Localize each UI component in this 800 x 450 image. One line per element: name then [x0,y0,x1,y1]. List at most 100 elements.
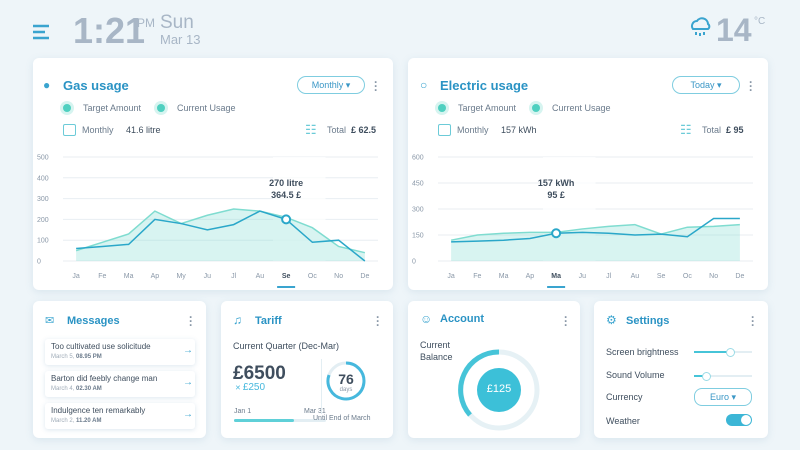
electric-card: Electric usage ○ Today ▾ · · · Target Amount… [408,58,768,290]
time: 1:21 [73,10,146,51]
menu-dots[interactable]: · · · [376,310,380,332]
tooltip-text: 364.5 £ [271,190,302,200]
total-label: Total [327,125,347,135]
total-icon: ☷ [305,122,317,137]
dropdown-label: Monthly [311,80,344,90]
y-tick-label: 100 [37,238,49,245]
tooltip-text: 95 £ [547,190,565,200]
temperature: 14 [716,12,752,48]
series-line [76,210,366,262]
x-tick-label: No [709,273,718,280]
time: 11.20 AM [76,418,102,424]
x-tick-label: Ma [551,273,561,280]
tariff-change-value: £250 [242,382,266,393]
message[interactable]: Indulgence ten remarkably March 2, 11.20 … [45,403,195,429]
date: March 5, [51,354,75,360]
days-label: Until End of March [313,415,371,422]
end: Mar 31 [304,408,326,415]
message[interactable]: Barton did feebly change man March 4, 02.… [45,371,195,397]
x-tick-label: Jl [606,273,612,280]
usage-chart: 0 150 300 450 600 Ja Fe Ma Ap Ma Ju Jl Au Se Oc No De [412,155,753,288]
slider-fill [694,351,730,353]
total: £ 62.5 [351,125,377,135]
y-tick-label: 300 [37,196,49,203]
message-date: March 5, 08.95 PM [51,354,102,360]
menu-dots[interactable]: · · · [189,310,193,332]
ampm: PM [137,16,155,30]
gas-card: Gas usage ● Monthly ▾ · · · Target Amount Cur… [33,58,393,290]
legend-dot [438,104,446,112]
legend-dot [532,104,540,112]
total-label: Total [702,125,722,135]
message[interactable]: Too cultivated use solicitude March 5, 08… [45,339,195,365]
x-tick-label: De [360,273,369,280]
series-line [450,223,740,241]
message-text: Indulgence ten remarkably [51,406,146,415]
slider-knob[interactable] [726,348,735,357]
x-tick-label: Fe [98,273,106,280]
tariff-amount: £6500 [233,363,286,384]
card-title: Tariff [255,315,282,327]
slider[interactable] [694,372,752,381]
x-tick-label: Ap [526,273,535,280]
calendar-icon [438,124,451,136]
balance-ring [458,349,540,431]
arrow: → [183,409,193,420]
dropdown-label: Today [690,80,715,90]
y-tick-label: 200 [37,217,49,224]
account-card: ☺ Account · · · Current Balance £125 [408,301,580,438]
menu-dots[interactable]: · · · [749,75,753,97]
y-tick-label: 450 [412,181,424,188]
slider[interactable] [694,348,752,357]
icon: ○ [420,78,428,92]
slider-fill [694,375,706,377]
y-tick-label: 0 [37,259,41,266]
date: March 2, [51,418,75,424]
series-line [451,217,740,243]
icon: ● [43,78,51,92]
y-tick-label: 400 [37,175,49,182]
balance-label: Current Balance [420,340,453,362]
message-date: March 4, 02.30 AM [51,386,102,392]
toggle-knob [741,415,751,425]
period: Monthly [457,125,489,135]
y-tick-label: 150 [412,233,424,240]
amount: 157 kWh [501,125,537,135]
selected-point [281,214,292,225]
dropdown[interactable]: Today ▾ [672,76,740,94]
balance: £125 [486,383,512,395]
dropdown[interactable]: Monthly ▾ [297,76,365,94]
arrow: → [183,377,193,388]
selected-point [551,228,562,239]
menu-icon[interactable] [32,24,52,40]
selected-underline [547,286,566,288]
menu-dots[interactable]: · · · [751,310,755,332]
currency-dropdown[interactable]: Euro ▾ [694,388,752,406]
selected-underline [277,286,296,288]
menu-dots[interactable]: · · · [374,75,378,97]
days-unit: days [339,387,353,393]
calendar-icon [63,124,76,136]
period: Monthly [82,125,114,135]
slider-knob[interactable] [702,372,711,381]
progress-fill [234,419,294,422]
time: 02.30 AM [76,386,102,392]
icon: ⚙ [606,313,617,327]
tooltip-text: 157 kWh [537,178,575,188]
menu-dots[interactable]: · · · [564,310,568,332]
highlight-band [543,157,596,261]
x-tick-label: Ja [72,273,80,280]
legend-label: Target Amount [458,103,517,113]
tooltip-text: 270 litre [269,178,304,188]
x-tick-label: Ja [447,273,455,280]
usage-chart: 0 100 200 300 400 500 Ja Fe Ma Ap My Ju Jl Au Se Oc No De [37,155,378,288]
weather-toggle[interactable] [726,414,752,426]
date: Mar 13 [160,32,201,47]
x-tick-label: No [334,273,343,280]
days: 76 [338,371,354,387]
time: 08.95 PM [76,354,102,360]
start: Jan 1 [234,408,252,415]
weekday: Sun [160,12,194,33]
x-tick-label: De [735,273,744,280]
